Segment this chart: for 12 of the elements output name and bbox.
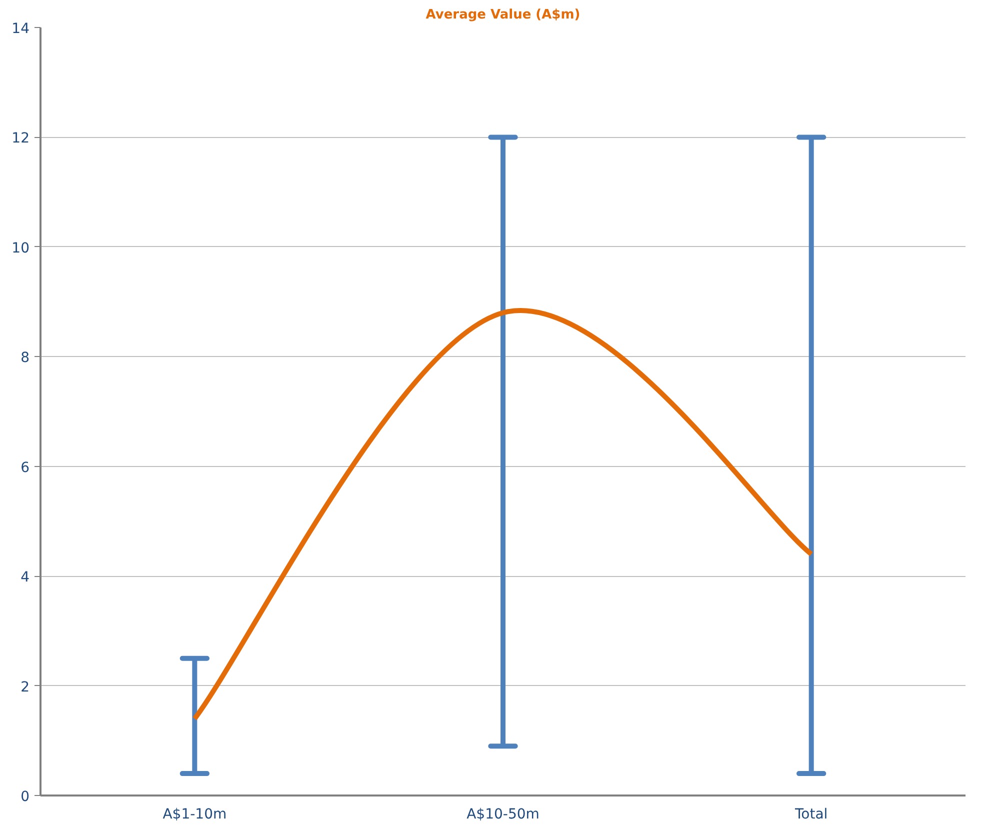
y-tick-label: 2 [20,679,30,696]
y-tick-label: 4 [20,570,30,586]
y-tick-label: 14 [12,21,30,37]
chart-title: Average Value (A$m) [426,8,580,22]
y-tick-label: 12 [12,130,30,147]
x-tick-label: Total [794,806,828,822]
y-tick-label: 8 [20,350,30,366]
y-tick-label: 6 [20,460,30,476]
x-tick-label: A$1-10m [162,806,227,822]
x-tick-label: A$10-50m [466,806,540,822]
y-tick-label: 10 [12,240,30,256]
y-tick-label: 0 [20,789,30,805]
